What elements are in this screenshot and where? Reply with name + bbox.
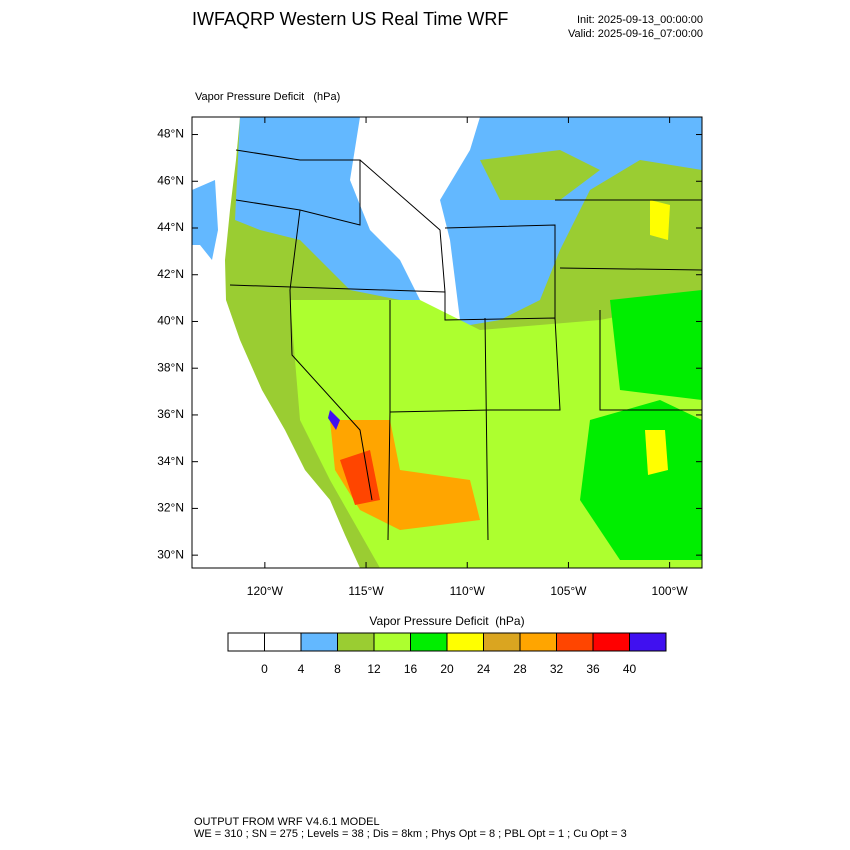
title: IWFAQRP Western US Real Time WRF xyxy=(192,9,508,29)
y-tick-label: 36°N xyxy=(157,407,184,421)
colorbar-box xyxy=(446,632,484,652)
colorbar-box xyxy=(483,632,521,652)
colorbar-box xyxy=(410,632,448,652)
colorbar-box xyxy=(556,632,594,652)
y-tick-label: 48°N xyxy=(157,127,184,141)
state-borders xyxy=(229,149,703,541)
offshore-blue xyxy=(192,180,218,260)
rockies-white xyxy=(350,117,480,320)
colorbar-label: 12 xyxy=(367,662,381,676)
colorbar-label: 40 xyxy=(623,662,637,676)
colorbar-box xyxy=(337,632,375,652)
map-field xyxy=(191,116,703,569)
colorbar-label: 24 xyxy=(477,662,491,676)
x-tick-label: 115°W xyxy=(348,584,384,598)
y-tick-label: 46°N xyxy=(157,173,184,187)
map-label: Vapor Pressure Deficit (hPa) xyxy=(195,91,340,103)
border xyxy=(235,149,361,226)
colorbar-label: 32 xyxy=(550,662,564,676)
colorbar-label: 8 xyxy=(334,662,341,676)
y-tick-label: 44°N xyxy=(157,220,184,234)
dakota-yellow xyxy=(650,200,670,240)
y-tick-label: 42°N xyxy=(157,267,184,281)
ocean xyxy=(192,117,360,568)
valid-time: Valid: 2025-09-16_07:00:00 xyxy=(568,28,703,40)
colorbar-label: 36 xyxy=(586,662,600,676)
y-tick-label: 30°N xyxy=(157,547,184,561)
colorbar-title: Vapor Pressure Deficit (hPa) xyxy=(369,614,524,628)
colorbar-label: 0 xyxy=(261,662,268,676)
border xyxy=(387,199,703,541)
colorbar-label: 16 xyxy=(404,662,418,676)
y-tick-label: 38°N xyxy=(157,360,184,374)
init-time: Init: 2025-09-13_00:00:00 xyxy=(577,14,703,26)
texas-green xyxy=(580,400,702,560)
texas-yellow xyxy=(645,430,668,475)
x-tick-label: 100°W xyxy=(652,584,689,598)
colorbar-label: 28 xyxy=(513,662,527,676)
x-tick-label: 110°W xyxy=(450,584,486,598)
colorbar-box xyxy=(629,632,667,652)
footer-line: WE = 310 ; SN = 275 ; Levels = 38 ; Dis … xyxy=(194,828,627,840)
footer-line: OUTPUT FROM WRF V4.6.1 MODEL xyxy=(194,816,380,828)
map-frame xyxy=(191,116,703,569)
colorbar-box xyxy=(373,632,411,652)
y-tick-label: 34°N xyxy=(157,454,184,468)
y-tick-label: 32°N xyxy=(157,501,184,515)
colorbar-box xyxy=(519,632,557,652)
x-tick-label: 105°W xyxy=(550,584,587,598)
y-tick-label: 40°N xyxy=(157,314,184,328)
montana-green xyxy=(480,150,600,200)
colorbar-label: 20 xyxy=(440,662,454,676)
x-tick-label: 120°W xyxy=(247,584,284,598)
colorbar-box xyxy=(227,632,265,652)
colorbar-box xyxy=(592,632,630,652)
border xyxy=(359,159,556,320)
colorbar-box xyxy=(264,632,302,652)
colorbar-box xyxy=(300,632,338,652)
death-valley xyxy=(328,410,340,430)
colorbar-label: 4 xyxy=(298,662,305,676)
plains-green xyxy=(610,290,702,400)
border xyxy=(289,209,373,501)
